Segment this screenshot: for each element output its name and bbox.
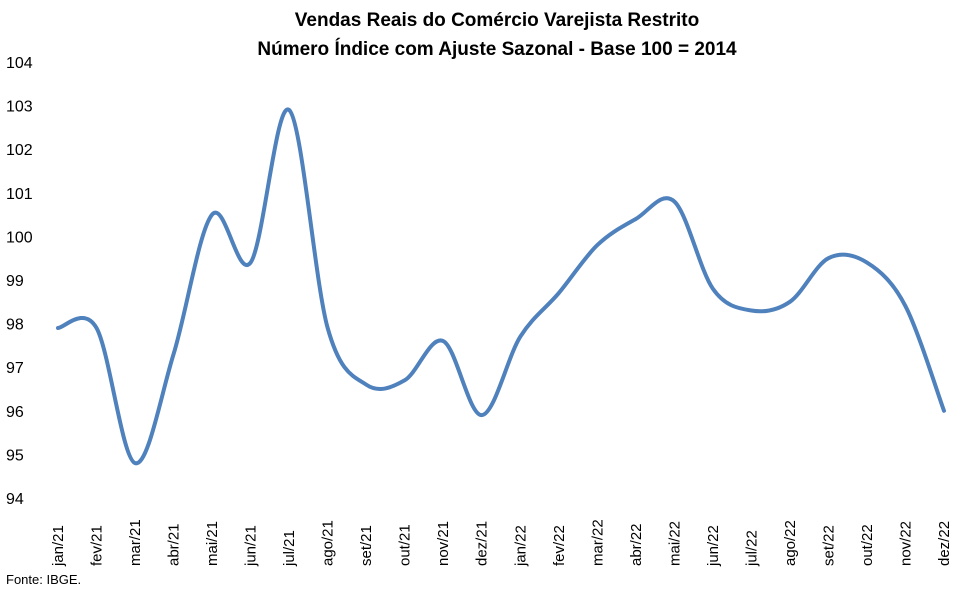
x-tick-label: dez/22 — [936, 521, 953, 566]
x-tick-label: jul/21 — [281, 530, 298, 567]
source-note: Fonte: IBGE. — [6, 572, 82, 587]
x-tick-label: jan/22 — [512, 525, 529, 567]
x-tick-label: fev/21 — [89, 525, 106, 566]
x-tick-label: mai/22 — [666, 521, 683, 566]
y-tick-label: 101 — [6, 186, 33, 203]
y-tick-label: 103 — [6, 99, 33, 116]
series-line — [56, 107, 946, 466]
x-tick-label: dez/21 — [474, 521, 491, 566]
x-tick-label: jun/21 — [243, 525, 260, 567]
y-tick-label: 95 — [6, 447, 24, 464]
chart-title-line-2: Número Índice com Ajuste Sazonal - Base … — [257, 38, 737, 60]
x-tick-label: out/22 — [859, 524, 876, 566]
x-tick-label: mai/21 — [204, 521, 221, 566]
x-tick-label: fev/22 — [551, 525, 568, 566]
x-tick-label: nov/21 — [435, 521, 452, 566]
x-tick-label: set/22 — [820, 525, 837, 566]
y-tick-label: 96 — [6, 404, 24, 421]
chart-title-line-1: Vendas Reais do Comércio Varejista Restr… — [295, 10, 699, 31]
y-tick-label: 100 — [6, 229, 33, 246]
x-tick-label: jun/22 — [705, 525, 722, 567]
x-tick-label: jul/22 — [743, 530, 760, 567]
y-tick-label: 102 — [6, 142, 33, 159]
x-tick-label: mar/22 — [589, 519, 606, 566]
x-tick-label: abr/22 — [628, 523, 645, 566]
y-axis-ticks: 94 95 96 97 98 99 100 101 102 103 104 — [6, 55, 33, 508]
y-tick-label: 104 — [6, 55, 33, 72]
x-tick-label: ago/21 — [320, 520, 337, 566]
x-axis-ticks: jan/21 fev/21 mar/21 abr/21 mai/21 jun/21 jul/… — [50, 519, 953, 567]
x-tick-label: abr/21 — [166, 523, 183, 566]
x-tick-label: mar/21 — [127, 519, 144, 566]
x-tick-label: ago/22 — [782, 520, 799, 566]
y-tick-label: 99 — [6, 273, 24, 290]
y-tick-label: 97 — [6, 360, 24, 377]
x-tick-label: set/21 — [358, 525, 375, 566]
series-group — [56, 107, 946, 466]
x-tick-label: out/21 — [397, 524, 414, 566]
x-tick-label: jan/21 — [50, 525, 67, 567]
y-tick-label: 98 — [6, 317, 24, 334]
y-tick-label: 94 — [6, 491, 24, 508]
x-tick-label: nov/22 — [897, 521, 914, 566]
